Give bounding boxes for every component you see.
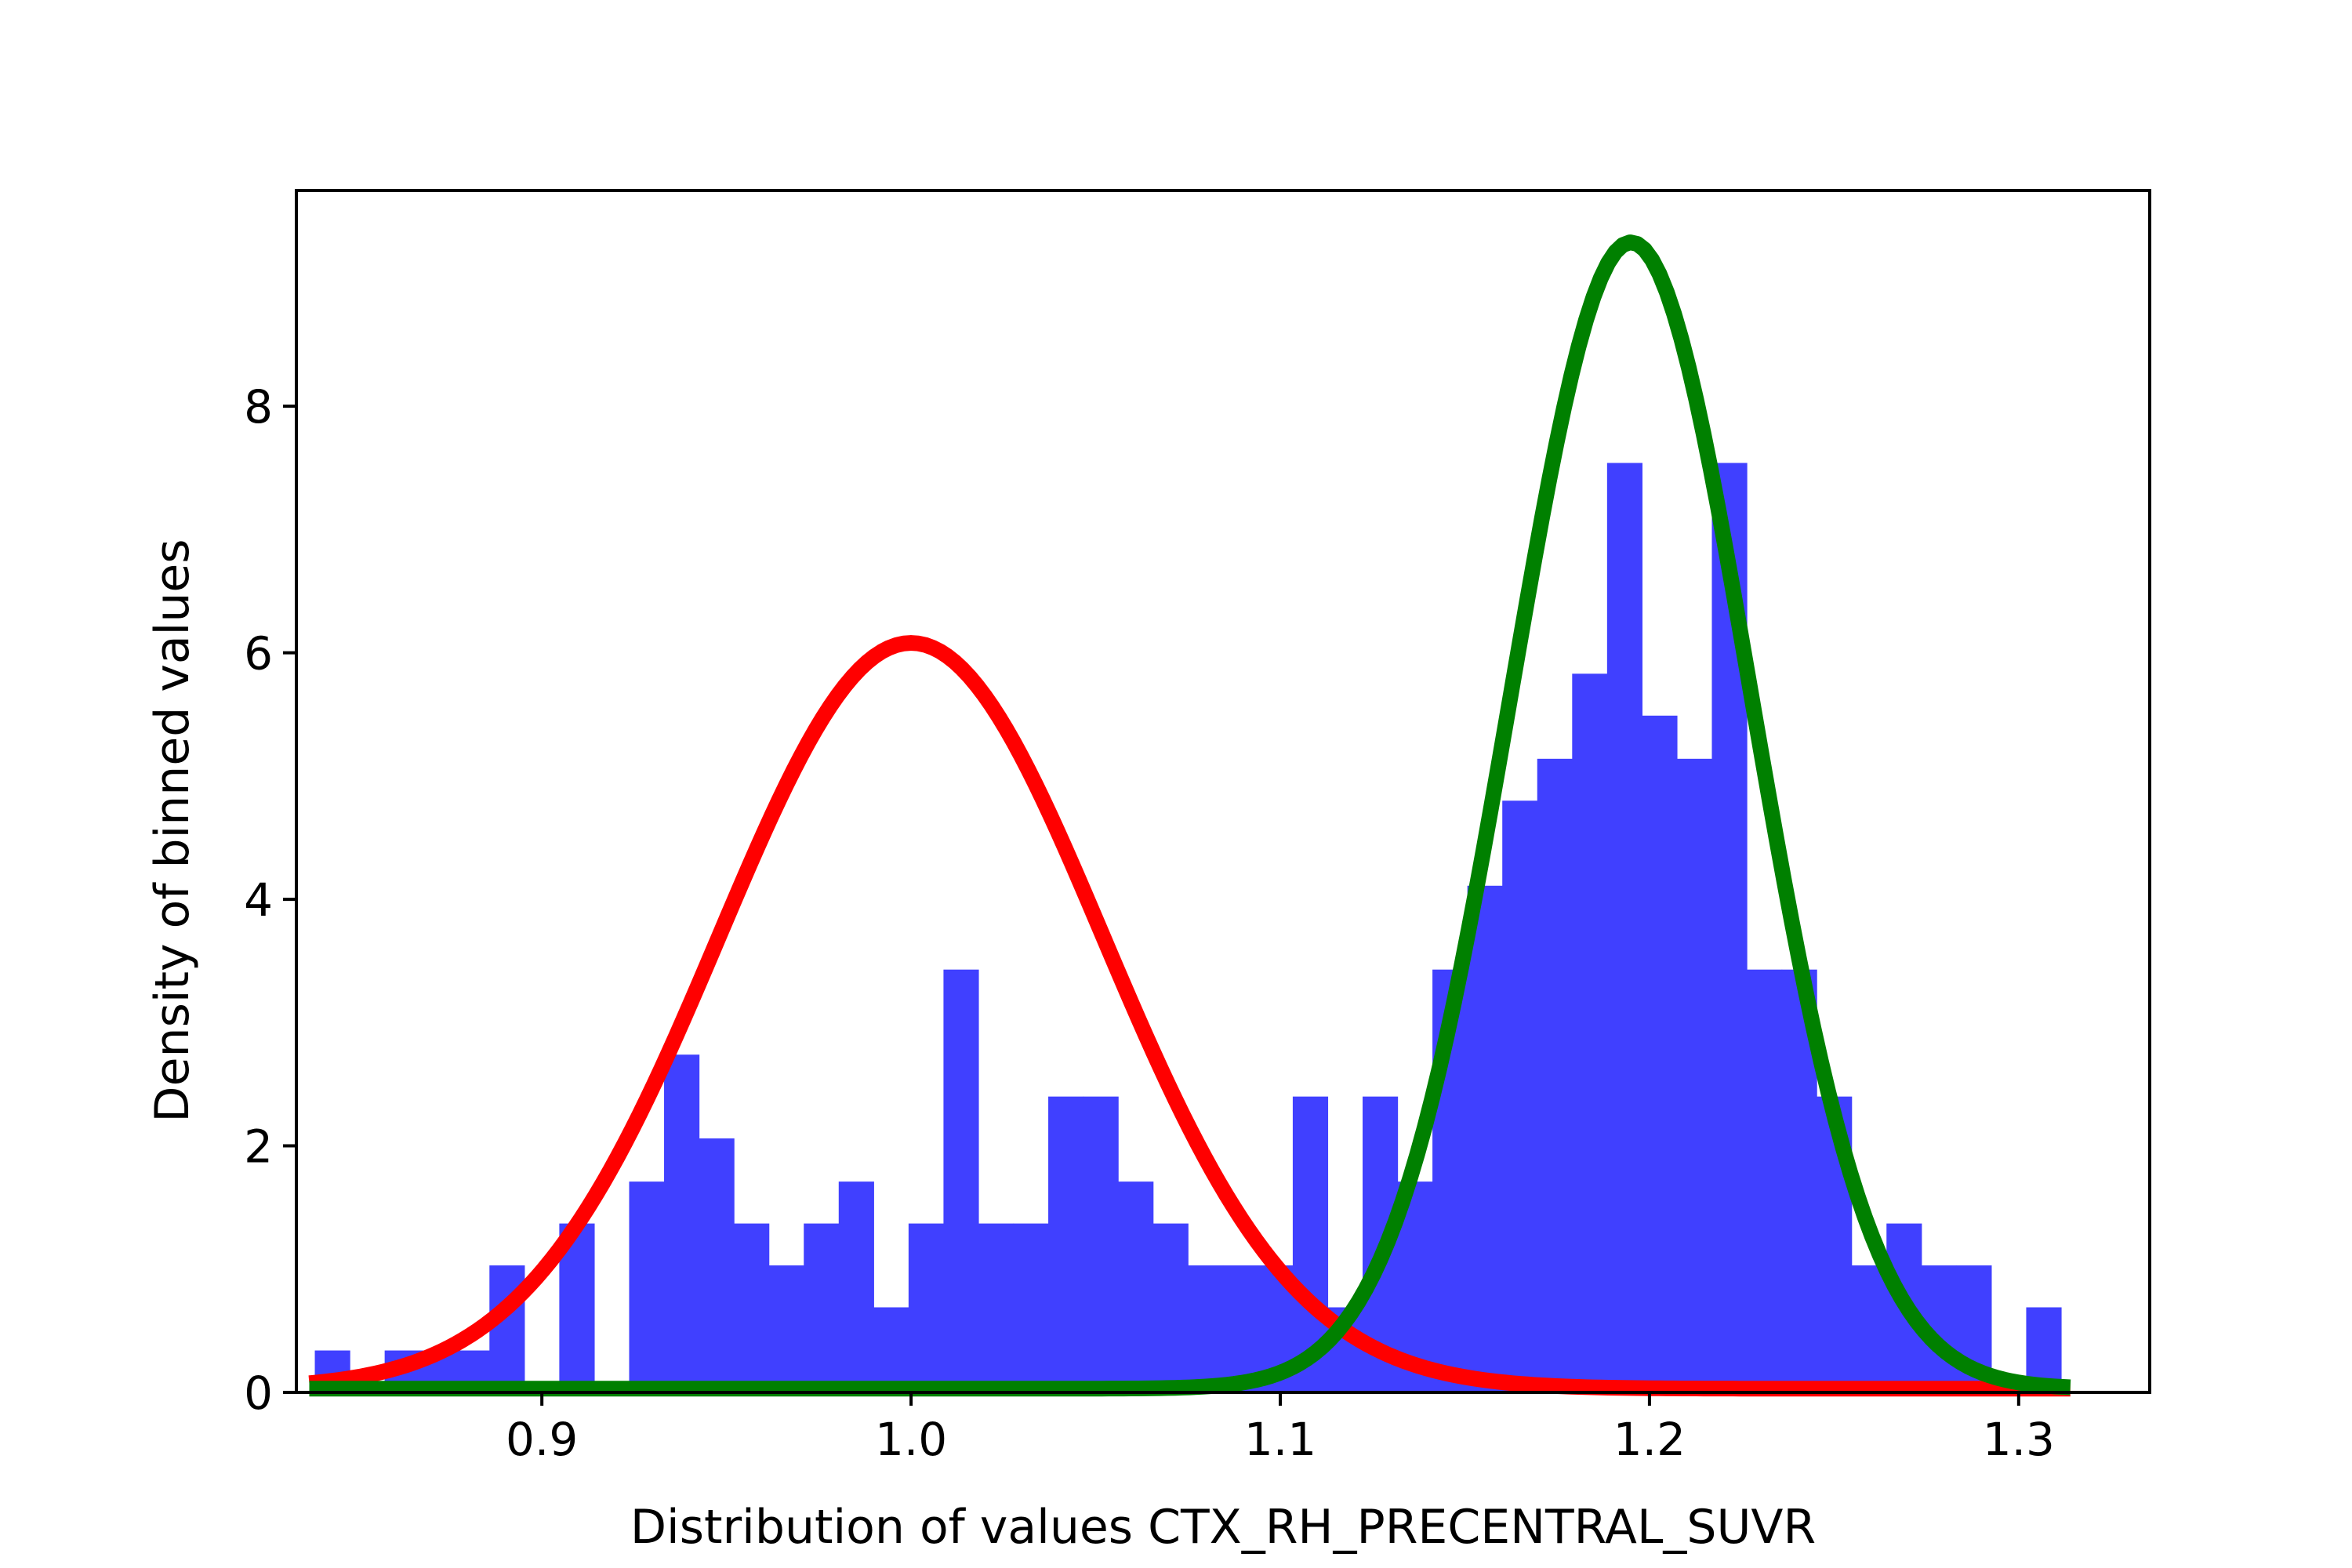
x-tick-label: 0.9 [506,1413,578,1466]
y-tick-label: 4 [244,873,273,927]
histogram-bar [1048,1096,1084,1392]
histogram-bar [838,1181,874,1392]
green-fit-curve [308,234,2071,1397]
y-tick-label: 6 [244,627,273,681]
histogram-bar [873,1307,909,1392]
histogram-bar [699,1138,735,1392]
histogram-bar [978,1223,1014,1392]
histogram-bar [1747,969,1783,1392]
y-tick-label: 2 [244,1120,273,1174]
histogram-bar [1152,1223,1189,1392]
histogram-bar [664,1054,700,1392]
y-tick-label: 0 [244,1367,273,1420]
histogram-bar [768,1265,804,1392]
histogram-bar [1222,1265,1258,1392]
histogram-bar [1502,800,1538,1392]
x-axis: 0.9 1.0 1.1 1.2 1.3 [506,1392,2055,1466]
histogram-bar [1013,1223,1049,1392]
histogram-bar [1676,758,1713,1392]
histogram-bar [1572,673,1608,1392]
histogram-bar [943,969,979,1392]
plot-frame [295,189,2151,1394]
histogram-bar [804,1223,840,1392]
histogram-bar [734,1223,770,1392]
histogram-bar [1118,1181,1154,1392]
histogram-bar [908,1223,945,1392]
histogram-bar [1537,758,1573,1392]
x-axis-label: Distribution of values CTX_RH_PRECENTRAL… [630,1500,1816,1555]
red-fit-curve [308,635,2071,1397]
histogram-bar [629,1181,665,1392]
histogram-bar [1642,715,1678,1392]
y-axis-label: Density of binned values [145,539,200,1122]
histogram-bar [1467,885,1503,1392]
fitted-curves [308,234,2071,1397]
x-tick-label: 1.2 [1613,1413,1686,1466]
y-tick-label: 8 [244,380,273,434]
y-axis: 0 2 4 6 8 [244,380,296,1420]
x-tick-label: 1.0 [875,1413,947,1466]
x-tick-label: 1.3 [1983,1413,2055,1466]
histogram-bar [1851,1265,1887,1392]
histogram-bar [1083,1096,1119,1392]
histogram-bar [1606,463,1642,1392]
x-tick-label: 1.1 [1244,1413,1316,1466]
histogram-bar [1188,1265,1224,1392]
